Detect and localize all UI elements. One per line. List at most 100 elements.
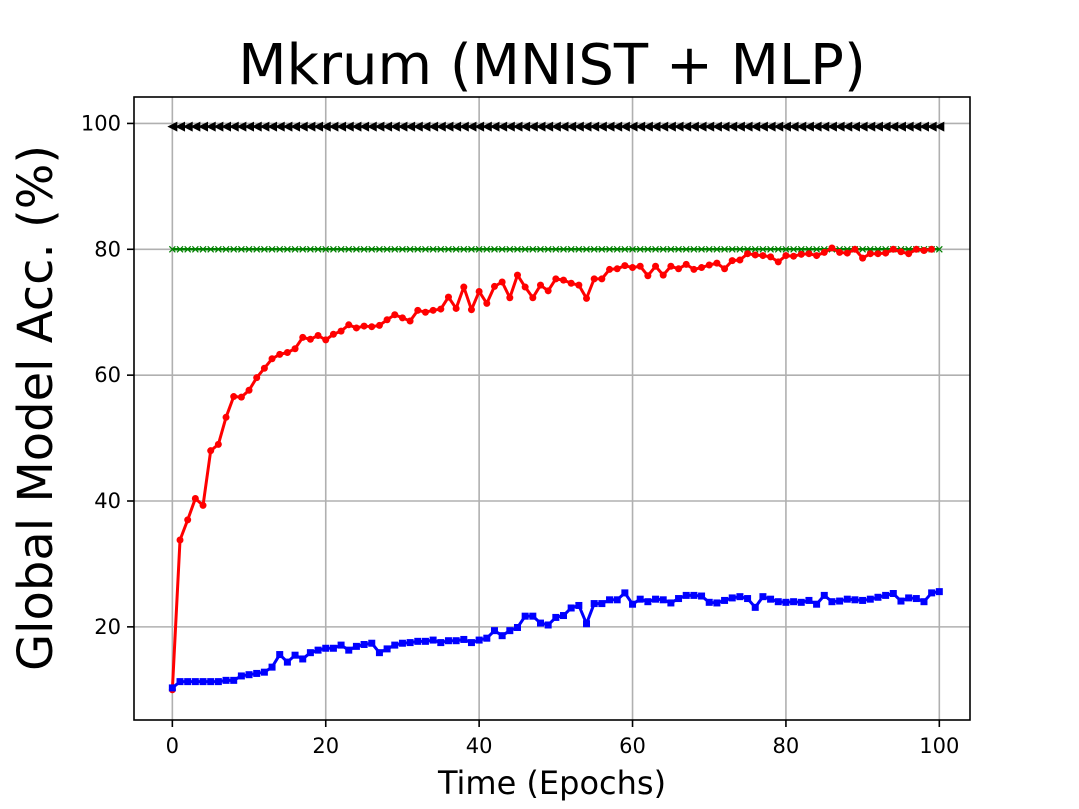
data-point [652, 595, 660, 603]
data-point [337, 245, 345, 253]
data-point [337, 641, 345, 649]
data-point [790, 252, 798, 260]
data-point [253, 374, 261, 382]
data-point [721, 265, 729, 273]
data-point [190, 121, 201, 132]
data-point [375, 321, 383, 329]
data-point [398, 314, 406, 322]
data-point [544, 245, 552, 253]
data-point [299, 655, 307, 663]
data-point [443, 121, 454, 132]
data-point [836, 597, 844, 605]
data-point [675, 245, 682, 253]
data-point [245, 671, 253, 679]
data-point [276, 245, 284, 253]
data-point [191, 245, 199, 253]
data-point [520, 121, 531, 132]
data-point [329, 245, 337, 253]
data-point [874, 593, 882, 601]
data-point [237, 672, 245, 680]
data-point [682, 260, 690, 268]
data-point [368, 639, 376, 647]
data-point [606, 596, 614, 604]
data-point [207, 678, 215, 686]
data-point [360, 640, 368, 648]
data-point [268, 663, 276, 671]
data-point [849, 121, 860, 132]
x-tick-label: 100 [919, 734, 959, 758]
data-point [529, 294, 537, 302]
data-point [535, 121, 546, 132]
data-point [498, 278, 506, 286]
data-point [644, 245, 652, 253]
data-point [412, 121, 423, 132]
data-point [329, 644, 337, 652]
data-point [728, 257, 736, 265]
data-point [880, 121, 891, 132]
data-point [606, 245, 613, 253]
data-point [483, 634, 491, 642]
x-tick-label: 80 [773, 734, 800, 758]
data-point [859, 596, 867, 604]
data-point [935, 588, 943, 596]
data-point [851, 596, 859, 604]
data-point [652, 262, 660, 270]
data-point [636, 245, 644, 253]
plot-frame [133, 96, 971, 721]
data-point [774, 258, 782, 266]
data-point [558, 121, 569, 132]
series-3 [168, 588, 943, 692]
data-point [765, 121, 776, 132]
data-point [803, 121, 814, 132]
data-point [596, 121, 607, 132]
data-point [583, 294, 591, 302]
data-point [621, 589, 629, 597]
data-point [819, 121, 830, 132]
data-point [796, 121, 807, 132]
data-point [544, 287, 552, 295]
data-point [260, 668, 268, 676]
data-point [283, 245, 291, 253]
data-point [912, 245, 920, 253]
data-point [659, 271, 667, 279]
data-point [175, 121, 186, 132]
data-point [529, 612, 537, 620]
data-point [222, 676, 230, 684]
data-point [475, 287, 483, 295]
data-point [460, 635, 468, 643]
data-point [184, 678, 192, 686]
data-point [866, 595, 874, 603]
data-point [422, 245, 429, 253]
data-point [750, 121, 761, 132]
data-point [452, 304, 460, 312]
data-point [168, 245, 176, 253]
data-point [352, 642, 360, 650]
data-point [842, 121, 853, 132]
data-point [774, 598, 782, 606]
data-point [652, 245, 659, 253]
data-point [276, 350, 284, 358]
data-point [399, 245, 406, 253]
data-point [198, 121, 209, 132]
data-point [698, 245, 705, 253]
data-point [888, 121, 899, 132]
data-point [382, 121, 393, 132]
data-point [583, 245, 590, 253]
data-point [490, 627, 498, 635]
data-point [352, 324, 360, 332]
data-point [719, 121, 730, 132]
data-point [253, 245, 261, 253]
data-point [513, 623, 521, 631]
data-point [498, 632, 506, 640]
data-point [398, 639, 406, 647]
data-point [214, 678, 222, 686]
data-point [642, 121, 653, 132]
data-point [483, 299, 491, 307]
data-point [504, 121, 515, 132]
data-point [230, 245, 238, 253]
data-point [429, 245, 437, 253]
data-point [207, 447, 215, 455]
data-point [389, 121, 400, 132]
data-point [727, 121, 738, 132]
data-point [244, 121, 255, 132]
